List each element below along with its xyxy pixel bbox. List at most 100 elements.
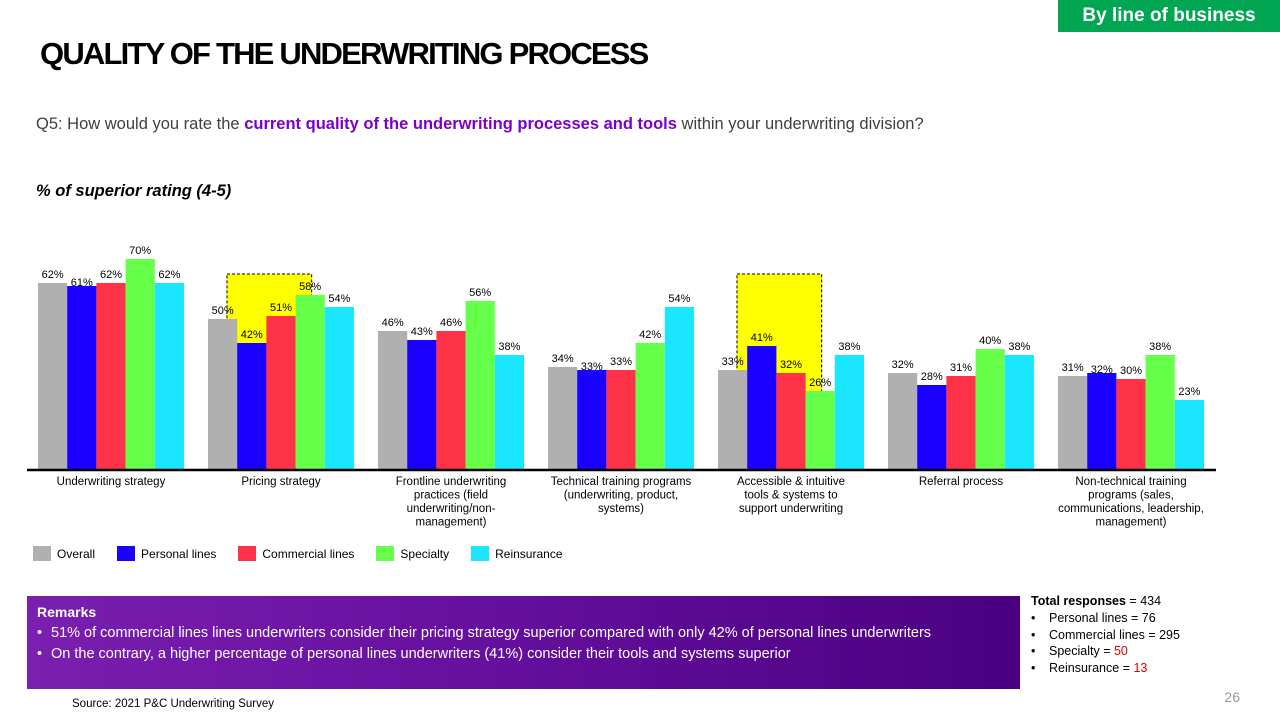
bar — [324, 307, 354, 469]
data-label: 32% — [1091, 364, 1113, 376]
bar — [494, 355, 524, 469]
data-label: 62% — [42, 269, 64, 281]
survey-question: Q5: How would you rate the current quali… — [36, 115, 924, 134]
bar — [548, 367, 578, 469]
data-label: 43% — [411, 326, 433, 338]
bar — [378, 331, 408, 469]
total-responses-heading: Total responses = 434 — [1031, 593, 1180, 610]
total-item-value: 76 — [1141, 610, 1156, 625]
bar — [154, 283, 184, 469]
category-label: Frontline underwriting practices (field un… — [396, 476, 507, 529]
legend-label: Overall — [57, 546, 96, 561]
bar — [747, 346, 777, 469]
total-item-value: 50 — [1113, 644, 1128, 659]
total-responses-label: Total responses — [1031, 594, 1126, 608]
total-item: Specialty = 50 — [1031, 643, 1180, 660]
category-label-line: underwriting/non- — [407, 503, 496, 515]
question-highlight: current quality of the underwriting proc… — [244, 115, 677, 133]
total-item-label: Commercial lines = — [1049, 627, 1160, 642]
category-label-line: Pricing strategy — [241, 476, 321, 488]
category-label-line: (underwriting, product, — [564, 490, 678, 502]
bar — [1145, 355, 1175, 469]
legend-label: Personal lines — [141, 546, 217, 561]
legend-swatch — [33, 546, 51, 561]
bar — [718, 370, 748, 469]
by-line-of-business-tag: By line of business — [1058, 0, 1280, 32]
total-responses-value: = 434 — [1129, 594, 1162, 608]
legend-label: Specialty — [400, 546, 450, 561]
data-label: 56% — [469, 287, 491, 299]
remarks-heading: Remarks — [37, 604, 97, 620]
chart-subtitle: % of superior rating (4-5) — [36, 182, 232, 200]
legend-swatch — [117, 546, 136, 561]
category-label: Underwriting strategy — [57, 476, 166, 488]
data-label: 38% — [498, 341, 520, 353]
category-label-line: Frontline underwriting — [396, 476, 507, 488]
bar — [776, 373, 806, 469]
bar — [635, 343, 665, 469]
bar — [1004, 355, 1034, 469]
legend-swatch — [471, 546, 490, 561]
data-label: 33% — [722, 356, 744, 368]
bar — [295, 295, 325, 469]
data-label: 31% — [950, 362, 972, 374]
legend-item: Personal lines — [117, 546, 216, 561]
totals-list: Personal lines = 76Commercial lines = 29… — [1031, 610, 1180, 677]
legend-item: Commercial lines — [238, 546, 354, 561]
category-label-line: communications, leadership, — [1058, 503, 1204, 515]
category-label: Pricing strategy — [241, 476, 321, 488]
data-label: 62% — [158, 269, 180, 281]
total-item-value: 295 — [1159, 627, 1180, 642]
data-label: 50% — [212, 305, 234, 317]
data-label: 38% — [1008, 341, 1030, 353]
total-item-label: Reinsurance = — [1049, 661, 1134, 676]
total-item: Commercial lines = 295 — [1031, 627, 1180, 644]
category-label-line: tools & systems to — [744, 490, 837, 502]
bar — [1174, 400, 1204, 469]
legend-label: Commercial lines — [262, 546, 355, 561]
data-label: 28% — [921, 371, 943, 383]
remark-item: On the contrary, a higher percentage of … — [37, 644, 1010, 665]
bar — [125, 259, 155, 469]
category-label-line: management) — [416, 517, 487, 529]
category-label: Technical training programs (underwriting… — [551, 476, 692, 515]
remark-item: 51% of commercial lines lines underwrite… — [37, 623, 1010, 644]
data-label: 26% — [809, 377, 831, 389]
remarks-list: 51% of commercial lines lines underwrite… — [37, 623, 1010, 665]
legend-swatch — [376, 546, 395, 561]
data-label: 23% — [1178, 386, 1200, 398]
bar — [888, 373, 918, 469]
bar — [96, 283, 126, 469]
data-label: 38% — [838, 341, 860, 353]
data-label: 38% — [1149, 341, 1171, 353]
page-number: 26 — [1224, 689, 1240, 705]
data-label: 70% — [129, 245, 151, 257]
total-item: Reinsurance = 13 — [1031, 660, 1180, 677]
bar — [465, 301, 495, 469]
data-label: 46% — [440, 317, 462, 329]
data-label: 42% — [241, 329, 263, 341]
bar — [237, 343, 267, 469]
legend-item: Overall — [33, 546, 95, 561]
bar — [664, 307, 694, 469]
data-label: 34% — [552, 353, 574, 365]
data-label: 42% — [639, 329, 661, 341]
bar — [577, 370, 607, 469]
bar — [834, 355, 864, 469]
total-item-label: Specialty = — [1049, 644, 1114, 659]
chart-legend: Overall Personal lines Commercial lines Spe… — [33, 546, 585, 561]
bar — [975, 349, 1005, 469]
data-label: 61% — [71, 277, 93, 289]
category-label-line: Non-technical training — [1075, 476, 1186, 488]
data-label: 33% — [581, 361, 603, 373]
bar — [407, 340, 437, 469]
data-label: 51% — [270, 302, 292, 314]
category-label-line: Accessible & intuitive — [737, 476, 845, 488]
bar — [38, 283, 68, 469]
source-note: Source: 2021 P&C Underwriting Survey — [72, 698, 274, 710]
data-label: 46% — [382, 317, 404, 329]
bar — [946, 376, 976, 469]
data-label: 58% — [299, 281, 321, 293]
data-label: 54% — [668, 293, 690, 305]
legend-item: Reinsurance — [471, 546, 563, 561]
